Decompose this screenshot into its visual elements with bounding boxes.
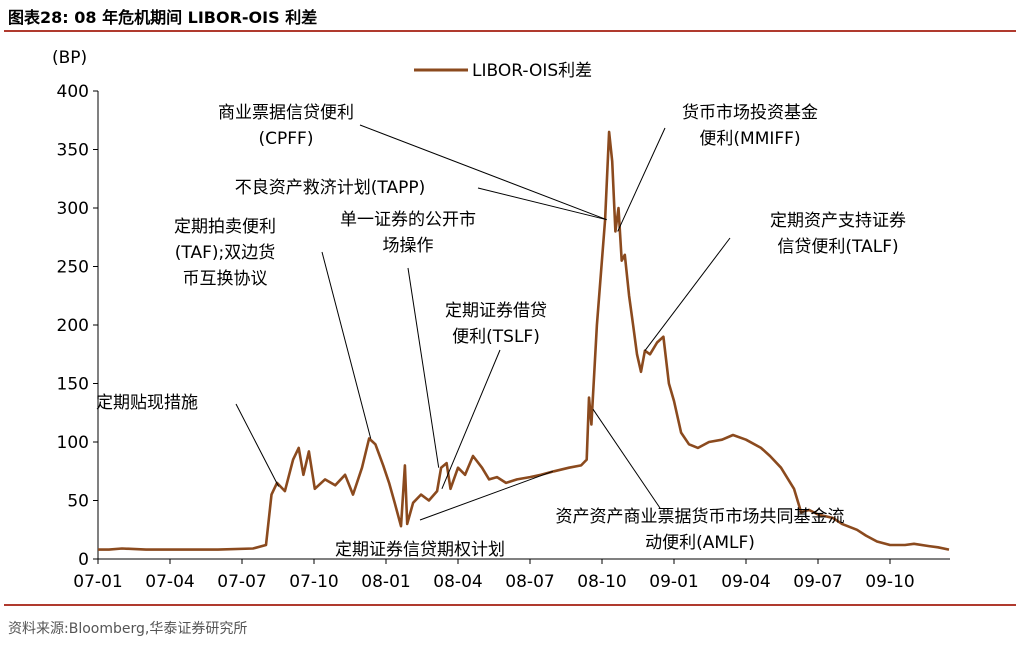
annotation-discount-text: 定期贴现措施 (96, 393, 198, 413)
x-tick-label: 07-04 (145, 572, 194, 592)
x-tick-label: 09-04 (721, 572, 770, 592)
annotation-talf-text: 定期资产支持证券 (770, 211, 906, 231)
annotation-talf-text: 信贷便利(TALF) (777, 237, 898, 257)
x-tick-label: 08-10 (577, 572, 626, 592)
y-tick-label: 300 (57, 199, 89, 219)
annotation-cpff-text: 商业票据信贷便利 (218, 103, 354, 123)
annotation-tapp-leader (477, 187, 607, 221)
annotation-amlf-text: 资产资产商业票据货币市场共同基金流 (556, 507, 845, 527)
x-tick-label: 08-04 (433, 572, 482, 592)
title-rule-top (4, 30, 1016, 32)
x-tick-label: 08-01 (361, 572, 410, 592)
figure-title: 图表28: 08 年危机期间 LIBOR-OIS 利差 (8, 8, 318, 27)
annotation-discount-leader (235, 403, 280, 487)
y-axis-label: (BP) (52, 48, 87, 68)
annotation-amlf-text: 动便利(AMLF) (645, 533, 755, 553)
annotation-taf-text: (TAF);双边货 (175, 243, 275, 263)
series-line-libor-ois (98, 130, 950, 551)
x-tick-label: 07-01 (73, 572, 122, 592)
y-tick-label: 100 (57, 433, 89, 453)
annotation-amlf-leader (592, 408, 661, 509)
annotation-mmiff-text: 货币市场投资基金 (682, 103, 818, 123)
annotation-cpff-leader (359, 124, 607, 221)
annotation-spot-leader (407, 267, 440, 468)
annotation-talf-leader (644, 237, 731, 352)
source-note: 资料来源:Bloomberg,华泰证券研究所 (8, 621, 248, 637)
annotation-tslf-text: 定期证券借贷 (445, 301, 547, 321)
title-rule-bottom (4, 604, 1016, 606)
annotation-tslf-text: 便利(TSLF) (452, 327, 540, 347)
annotation-spot-text: 单一证券的公开市 (340, 210, 476, 230)
annotation-mmiff-leader (617, 127, 666, 232)
annotation-cpff-text: (CPFF) (259, 129, 314, 149)
annotation-mmiff-text: 便利(MMIFF) (699, 129, 800, 149)
annotation-taf-text: 定期拍卖便利 (174, 217, 276, 237)
y-tick-label: 400 (57, 82, 89, 102)
y-tick-label: 0 (78, 550, 89, 570)
annotation-tapp-text: 不良资产救济计划(TAPP) (235, 178, 425, 198)
x-tick-label: 08-07 (505, 572, 554, 592)
x-tick-label: 09-10 (865, 572, 914, 592)
annotation-spot-text: 场操作 (383, 236, 434, 256)
x-tick-label: 07-07 (217, 572, 266, 592)
y-tick-label: 200 (57, 316, 89, 336)
y-tick-label: 50 (67, 492, 89, 512)
x-tick-label: 09-07 (793, 572, 842, 592)
annotation-topaf-leader (419, 470, 553, 521)
annotation-taf-text: 币互换协议 (183, 269, 268, 289)
x-tick-label: 07-10 (289, 572, 338, 592)
y-tick-label: 250 (57, 258, 89, 278)
x-tick-label: 09-01 (649, 572, 698, 592)
y-tick-label: 350 (57, 141, 89, 161)
legend-label: LIBOR-OIS利差 (472, 61, 592, 81)
annotation-topaf-text: 定期证券信贷期权计划 (335, 540, 505, 560)
y-tick-label: 150 (57, 375, 89, 395)
annotation-tslf-leader (441, 349, 501, 489)
annotation-taf-leader (321, 251, 372, 439)
